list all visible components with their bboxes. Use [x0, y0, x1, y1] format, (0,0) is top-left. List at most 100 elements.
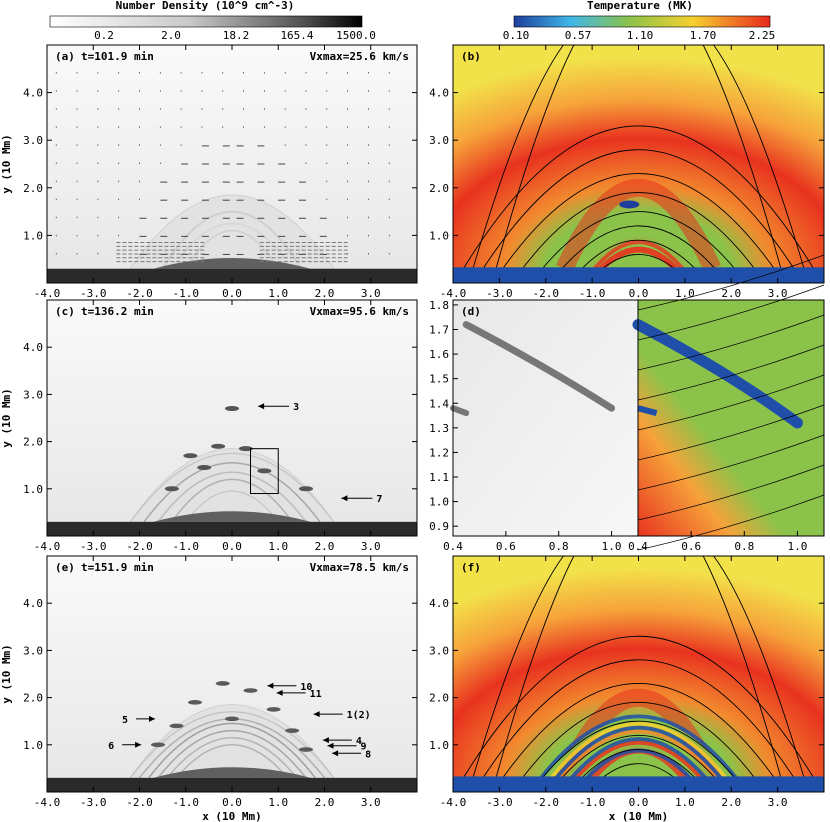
- condensation-blob: [151, 742, 165, 748]
- hot-shell: [556, 179, 721, 273]
- condensation-blob: [299, 486, 313, 492]
- vmax-label: Vxmax=95.6 km/s: [310, 305, 409, 318]
- x-axis-label: x (10 Mm): [609, 810, 669, 822]
- zoom-condensation: [450, 405, 470, 417]
- x-tick-label: -3.0: [486, 796, 513, 809]
- y-tick-label: 4.0: [429, 87, 449, 100]
- magnetic-field-line: [713, 44, 806, 274]
- magnetic-field-line: [557, 225, 720, 274]
- zoom-field-line: [637, 434, 825, 491]
- x-tick-label: -3.0: [486, 287, 513, 300]
- y-tick-label: 2.0: [429, 692, 449, 705]
- y-tick-label: 3.0: [23, 644, 43, 657]
- y-tick-label: 1.6: [429, 348, 449, 361]
- x-tick-label: -1.0: [173, 540, 200, 553]
- x-tick-label: -4.0: [440, 287, 467, 300]
- x-tick-label: 0.6: [681, 540, 701, 553]
- x-tick-label: 1.0: [602, 540, 622, 553]
- temperature-background: [453, 556, 824, 792]
- temperature-strand: [575, 741, 702, 780]
- magnetic-field-line: [518, 702, 759, 783]
- temperature-strand: [585, 748, 692, 780]
- temperature-tick: 2.25: [749, 29, 776, 42]
- condensation-blob: [257, 468, 272, 474]
- temperature-strand: [559, 729, 718, 780]
- y-tick-label: 4.0: [23, 87, 43, 100]
- x-tick-label: 2.0: [721, 287, 741, 300]
- x-tick-label: 0.0: [629, 287, 649, 300]
- annotation-label: 6: [108, 741, 114, 752]
- y-tick-label: 2.0: [429, 182, 449, 195]
- y-axis-label: y (10 Mm): [0, 134, 13, 194]
- panel-label: (f): [461, 561, 481, 574]
- x-tick-label: -1.0: [173, 796, 200, 809]
- y-tick-label: 3.0: [429, 134, 449, 147]
- temperature-tick: 0.10: [503, 29, 530, 42]
- y-tick-label: 2.0: [23, 436, 43, 449]
- magnetic-field-line: [479, 149, 798, 274]
- x-tick-label: -3.0: [80, 796, 107, 809]
- condensation-blob: [225, 716, 239, 722]
- annotation-label: 10: [300, 682, 312, 693]
- zoom-density-background: [453, 300, 638, 536]
- temperature-colorbar-title: Temperature (MK): [587, 0, 693, 12]
- y-tick-label: 1.5: [429, 373, 449, 386]
- zoom-cold-strand: [632, 319, 803, 429]
- annotation-arrowhead: [258, 403, 265, 410]
- x-tick-label: -2.0: [126, 287, 153, 300]
- annotation-arrowhead: [327, 742, 334, 749]
- y-tick-label: 1.1: [429, 471, 449, 484]
- magnetic-field-line: [494, 44, 575, 274]
- x-tick-label: 3.0: [361, 287, 381, 300]
- x-tick-label: -1.0: [579, 287, 606, 300]
- magnetic-field-line: [596, 763, 681, 783]
- x-tick-label: -4.0: [34, 287, 61, 300]
- x-tick-label: 2.0: [721, 796, 741, 809]
- x-axis-label: x (10 Mm): [202, 810, 262, 822]
- y-tick-label: 3.0: [429, 644, 449, 657]
- temperature-strand: [539, 714, 738, 780]
- condensation-strand: [166, 736, 298, 779]
- condensation-blob: [299, 747, 313, 752]
- annotation-label: 7: [376, 494, 382, 505]
- temperature-strand: [570, 737, 707, 780]
- x-tick-label: 0.0: [222, 287, 242, 300]
- time-label: t=136.2 min: [81, 305, 154, 318]
- magnetic-field-line: [494, 555, 575, 783]
- condensation-strand: [171, 478, 293, 523]
- annotation-arrowhead: [332, 750, 339, 757]
- y-tick-label: 1.7: [429, 324, 449, 337]
- zoom-field-line: [637, 314, 825, 371]
- panel-label: (a): [55, 50, 75, 63]
- x-tick-label: 0.0: [222, 540, 242, 553]
- condensation-blob: [169, 723, 184, 729]
- y-tick-label: 2.0: [23, 692, 43, 705]
- temperature-tick: 1.70: [690, 29, 717, 42]
- annotation-arrowhead: [149, 715, 155, 722]
- y-tick-label: 0.9: [429, 520, 449, 533]
- condensation-blob: [225, 406, 239, 412]
- y-tick-label: 1.0: [429, 739, 449, 752]
- magnetic-field-line: [460, 125, 817, 274]
- temperature-colorbar: Temperature (MK) 0.10 0.57 1.10 1.70 2.2…: [503, 0, 776, 42]
- density-tick: 165.4: [280, 29, 313, 42]
- y-tick-label: 1.0: [23, 229, 43, 242]
- zoom-cold-strand: [637, 405, 658, 416]
- annotation-label: 3: [293, 402, 299, 413]
- x-tick-label: 0.6: [496, 540, 516, 553]
- density-colorbar-title: Number Density (10^9 cm^-3): [116, 0, 295, 12]
- magnetic-field-line: [596, 254, 681, 274]
- chromosphere-dome: [153, 258, 311, 269]
- chromosphere-dome: [153, 511, 311, 522]
- density-colorbar: Number Density (10^9 cm^-3) 0.2 2.0 18.2…: [49, 0, 376, 42]
- panel-d: 0.9 1.0 1.1 1.2 1.3 1.4 1.5 1.6 1.7 1.8 0.4 0.6 0.8 1…: [429, 254, 825, 553]
- condensation-blob: [183, 453, 198, 459]
- x-tick-label: 0.0: [222, 796, 242, 809]
- vmax-label: Vxmax=25.6 km/s: [310, 50, 409, 63]
- condensation-strand: [161, 210, 303, 270]
- y-tick-label: 1.0: [429, 496, 449, 509]
- x-tick-label: 0.4: [628, 540, 648, 553]
- x-tick-label: -2.0: [126, 540, 153, 553]
- panel-c: 3 7 -4.0 -3.0 -2.0 -1.0 0.0 1.0 2.0 3.0 1.0 2.0 3.0 4…: [0, 299, 418, 553]
